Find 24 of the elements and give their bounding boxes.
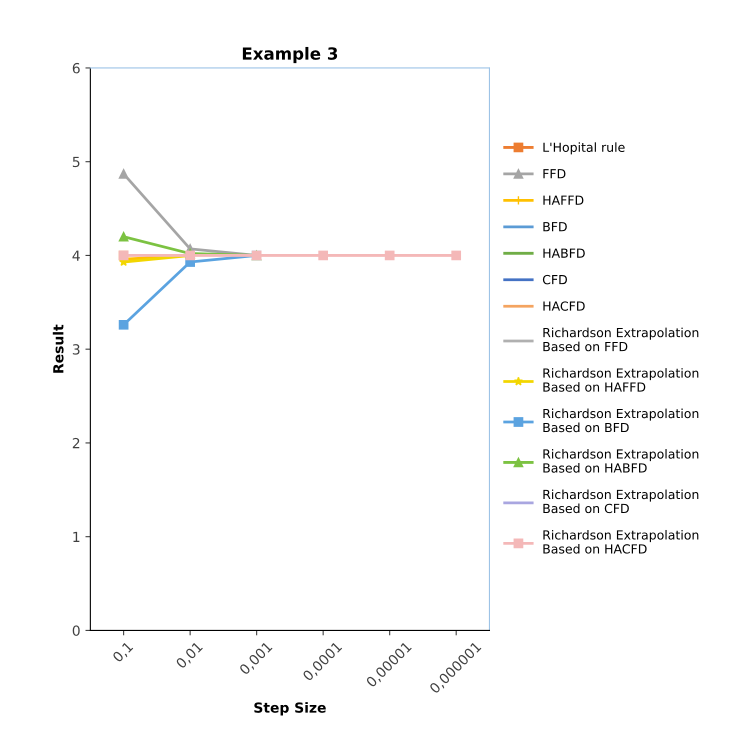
legend-label: Richardson Extrapolation Based on HACFD [543, 530, 698, 554]
legend-label: Richardson Extrapolation Based on FFD [543, 328, 698, 352]
legend-label: FFD [543, 169, 566, 178]
y-tick-label: 4 [72, 250, 80, 261]
y-axis-title: Result [52, 324, 64, 373]
legend-label: HACFD [543, 301, 585, 311]
y-tick-label: 5 [72, 156, 80, 168]
legend-label: Richardson Extrapolation Based on CFD [543, 490, 698, 514]
y-tick-label: 1 [73, 532, 80, 542]
legend-label: Richardson Extrapolation Based on HABFD [543, 449, 698, 473]
legend-label: HABFD [543, 248, 585, 258]
legend-label: Richardson Extrapolation Based on HAFFD [543, 368, 698, 392]
legend-label: HAFFD [543, 196, 584, 205]
legend-label: CFD [542, 274, 567, 284]
legend-label: BFD [543, 222, 567, 232]
x-tick-label: 0,1 [112, 641, 134, 664]
y-tick-label: 2 [72, 438, 80, 448]
y-tick-label: 6 [72, 62, 80, 74]
chart-title: Example 3 [242, 46, 338, 64]
legend-label: Richardson Extrapolation Based on BFD [543, 408, 698, 432]
legend-label: L'Hopital rule [543, 142, 625, 154]
y-tick-label: 3 [72, 344, 80, 355]
y-tick-label: 0 [72, 625, 80, 636]
x-axis-title: Step Size [254, 702, 326, 716]
